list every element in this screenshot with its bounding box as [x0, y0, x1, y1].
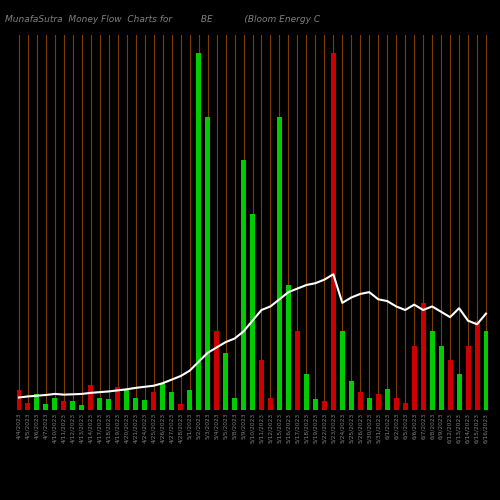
Bar [438, 346, 444, 410]
Bar [232, 398, 237, 410]
Bar [134, 398, 138, 410]
Bar [349, 382, 354, 410]
Bar [304, 374, 309, 410]
Bar [52, 398, 58, 410]
Bar [430, 332, 434, 410]
Bar [474, 320, 480, 410]
Bar [402, 403, 407, 410]
Bar [124, 390, 129, 410]
Bar [448, 360, 452, 410]
Bar [286, 285, 291, 410]
Bar [331, 53, 336, 410]
Bar [44, 404, 49, 410]
Bar [88, 385, 94, 410]
Bar [385, 388, 390, 410]
Bar [70, 401, 76, 410]
Bar [412, 346, 416, 410]
Bar [223, 353, 228, 410]
Bar [376, 394, 380, 410]
Bar [62, 401, 66, 410]
Bar [80, 404, 84, 410]
Bar [250, 214, 255, 410]
Bar [277, 117, 282, 410]
Bar [116, 387, 120, 410]
Bar [196, 53, 201, 410]
Bar [295, 332, 300, 410]
Bar [169, 392, 174, 410]
Bar [106, 400, 112, 410]
Bar [394, 398, 398, 410]
Bar [205, 117, 210, 410]
Bar [358, 392, 362, 410]
Text: MunafaSutra  Money Flow  Charts for          BE           (Bloom Energy C: MunafaSutra Money Flow Charts for BE (Bl… [5, 15, 320, 24]
Bar [313, 400, 318, 410]
Bar [34, 394, 40, 410]
Bar [142, 400, 147, 410]
Bar [187, 390, 192, 410]
Bar [178, 404, 183, 410]
Bar [151, 392, 156, 410]
Bar [98, 398, 102, 410]
Bar [322, 401, 327, 410]
Bar [484, 332, 488, 410]
Bar [160, 383, 165, 410]
Bar [456, 374, 462, 410]
Bar [241, 160, 246, 410]
Bar [259, 360, 264, 410]
Bar [16, 390, 21, 410]
Bar [367, 398, 372, 410]
Bar [268, 398, 273, 410]
Bar [466, 346, 470, 410]
Bar [340, 332, 345, 410]
Bar [420, 303, 426, 410]
Bar [26, 403, 30, 410]
Bar [214, 332, 219, 410]
